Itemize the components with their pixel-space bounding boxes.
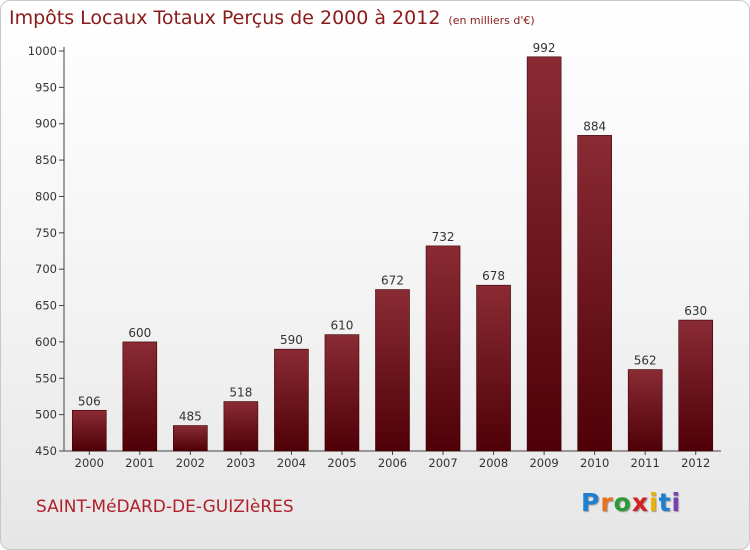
bar-2007 (425, 245, 461, 452)
bar-2008 (476, 284, 511, 452)
logo-letter: r (600, 488, 614, 517)
x-tick-label-2012: 2012 (681, 456, 710, 470)
x-tick-label-2006: 2006 (378, 456, 407, 470)
x-tick-label-2001: 2001 (125, 456, 154, 470)
y-tick-label: 750 (35, 226, 57, 240)
logo-letter: i (649, 488, 659, 517)
chart-title-text: Impôts Locaux Totaux Perçus de 2000 à 20… (9, 7, 441, 29)
logo-letter: t (658, 488, 672, 517)
x-tick-label-2003: 2003 (226, 456, 255, 470)
y-tick-label: 450 (35, 444, 57, 458)
logo-letter: P (581, 488, 601, 517)
y-tick-label: 600 (35, 335, 57, 349)
data-label-2004: 590 (280, 333, 303, 347)
data-label-2008: 678 (482, 269, 505, 283)
y-tick-label: 700 (35, 262, 57, 276)
logo-letter: o (613, 488, 632, 517)
data-label-2009: 992 (533, 41, 556, 55)
data-label-2002: 485 (179, 410, 202, 424)
x-tick-label-2009: 2009 (529, 456, 558, 470)
y-tick-label: 1000 (28, 44, 57, 58)
x-tick-label-2007: 2007 (428, 456, 457, 470)
bar-2004 (274, 348, 309, 452)
bar-2009 (526, 56, 562, 452)
y-tick-label: 900 (35, 117, 57, 131)
x-tick-label-2010: 2010 (580, 456, 609, 470)
x-tick-label-2004: 2004 (277, 456, 306, 470)
x-tick-label-2011: 2011 (631, 456, 660, 470)
bar-2010 (577, 135, 612, 452)
bar-2003 (223, 401, 259, 452)
bar-2000 (71, 409, 107, 452)
bar-2012 (678, 319, 714, 452)
y-tick-label: 500 (35, 408, 57, 422)
x-tick-label-2008: 2008 (479, 456, 508, 470)
bar-2005 (324, 334, 360, 452)
data-label-2005: 610 (331, 319, 354, 333)
x-tick-label-2005: 2005 (327, 456, 356, 470)
bar-2006 (375, 289, 410, 452)
data-label-2011: 562 (634, 354, 657, 368)
data-label-2001: 600 (128, 326, 151, 340)
data-label-2012: 630 (684, 304, 707, 318)
commune-name: SAINT-MéDARD-DE-GUIZIèRES (36, 497, 294, 517)
unit-note: (en milliers d'€) (448, 14, 535, 27)
y-tick-label: 850 (35, 153, 57, 167)
data-label-2000: 506 (78, 394, 101, 408)
y-tick-label: 550 (35, 371, 57, 385)
bar-2011 (627, 369, 663, 452)
data-label-2006: 672 (381, 274, 404, 288)
data-label-2010: 884 (583, 119, 606, 133)
proxiti-logo[interactable]: Proxiti (581, 488, 681, 517)
data-label-2007: 732 (432, 230, 455, 244)
y-axis: 450 500 550 600 650 700 750 800 850 900 950 1000 (28, 44, 65, 458)
y-tick-label: 800 (35, 189, 57, 203)
y-tick-label: 650 (35, 299, 57, 313)
data-label-2003: 518 (229, 386, 252, 400)
y-tick-label: 950 (35, 80, 57, 94)
bars: 506 600 485 518 590 610 672 732 678 992 884 562 630 (71, 41, 714, 452)
logo-letter: x (631, 488, 649, 517)
bar-2002 (173, 425, 208, 452)
x-tick-label-2000: 2000 (75, 456, 104, 470)
logo-letter: i (671, 488, 682, 517)
x-tick-label-2002: 2002 (176, 456, 205, 470)
bar-2001 (122, 341, 158, 452)
x-axis: 2000 2001 2002 2003 2004 2005 2006 2007 2008 2009… (64, 450, 721, 470)
chart-title: Impôts Locaux Totaux Perçus de 2000 à 20… (9, 7, 535, 29)
